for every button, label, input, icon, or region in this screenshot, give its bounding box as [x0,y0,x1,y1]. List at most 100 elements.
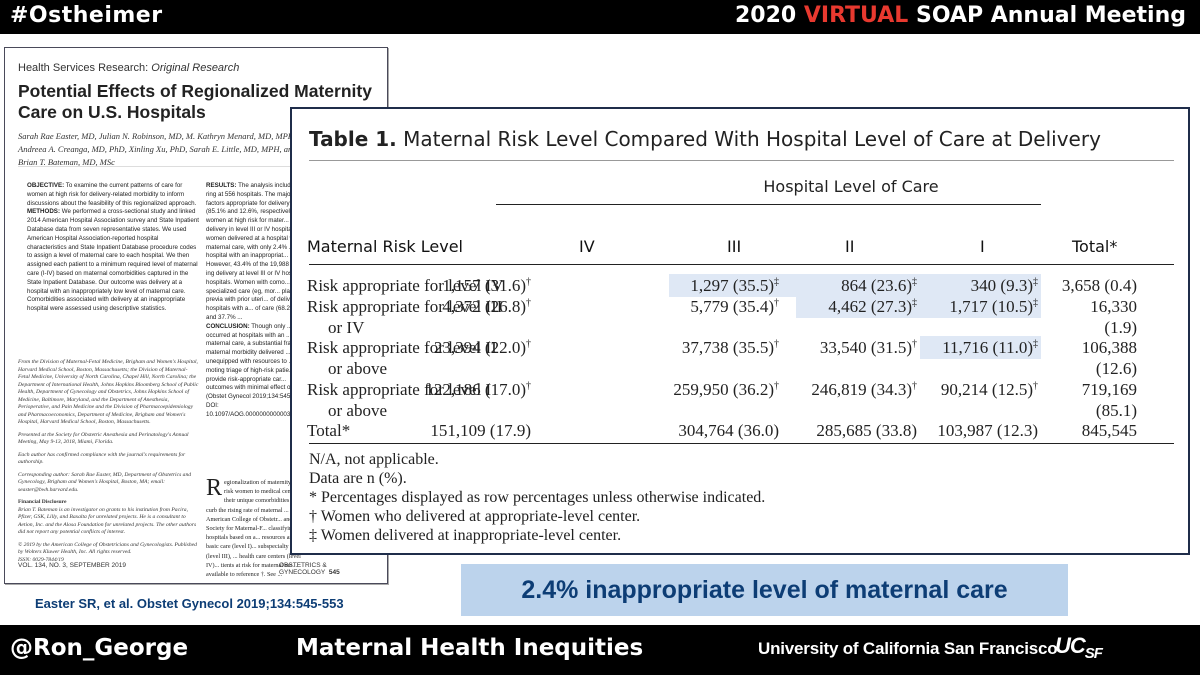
note-appropriate: † Women who delivered at appropriate-lev… [309,508,641,525]
meeting-name: SOAP Annual Meeting [915,3,1186,28]
results-text: The analysis included ... ring at 556 ho… [206,182,306,321]
logo-sub: SF [1084,645,1103,662]
table-cell: 1,157 (31.6)† [442,276,531,295]
row-total-percent: (1.9) [1104,318,1137,337]
citation: Easter SR, et al. Obstet Gynecol 2019;13… [35,596,344,611]
row-label-continued: or IV [328,318,365,337]
row-total-percent: (85.1) [1095,401,1137,420]
university-name: University of California San Francisco [758,639,1058,658]
row-total: 106,388 [1081,338,1137,357]
row-label: Total* [307,421,351,440]
paper-journal-section: Health Services Research: Original Resea… [18,62,239,74]
highlight-row-ii [920,336,1041,359]
objective-text: To examine the current patterns of care … [27,182,197,207]
table-cell: 4,372 (26.8)† [442,297,531,316]
ucsf-logo: UCSF [1055,633,1103,662]
highlight-row-iv [669,274,1041,297]
row-header: Maternal Risk Level [307,237,463,256]
table-cell: 259,950 (36.2)† [673,380,779,399]
row-total: 16,330 [1090,297,1137,316]
slide-title: Maternal Health Inequities [296,635,644,661]
abstract-left-column: OBJECTIVE: To examine the current patter… [27,182,199,314]
table-cell: 340 (9.3)‡ [970,276,1038,295]
paper-page-footer: OBSTETRICS & GYNECOLOGY 545 [279,562,387,576]
row-label-continued: or above [328,401,388,420]
table-panel: Table 1. Maternal Risk Level Compared Wi… [290,107,1190,555]
table-cell: 864 (23.6)‡ [841,276,917,295]
row-label: Risk appropriate for level III [307,297,503,316]
paper-authors: Sarah Rae Easter, MD, Julian N. Robinson… [18,131,297,167]
table-cell: 33,540 (31.5)† [819,338,917,357]
note-percentages: * Percentages displayed as row percentag… [309,489,766,506]
table-cell: 11,716 (11.0)‡ [942,338,1038,357]
header-rule [309,264,1174,265]
paper-divider [18,166,378,167]
row-label: Risk appropriate for level IV [307,276,504,295]
table-cell: 1,717 (10.5)‡ [949,297,1038,316]
note-data: Data are n (%). [309,470,407,487]
table-cell: 103,987 (12.3) [937,421,1038,440]
col-header-iv: IV [579,237,595,256]
page-number: 545 [328,569,340,576]
paper-volume: VOL. 134, NO. 3, SEPTEMBER 2019 [18,562,127,569]
group-header-rule [496,204,1041,205]
fn-copyright: © 2019 by the American College of Obstet… [18,541,197,556]
fn-issn: ISSN: 0029-7844/19 [18,556,64,563]
table-cell: 5,779 (35.4)† [690,297,779,316]
methods-label: METHODS: [27,208,60,216]
paper-title: Potential Effects of Regionalized Matern… [18,81,372,122]
drop-cap: R [206,475,223,501]
table-number: Table 1. [309,127,397,151]
twitter-handle: @Ron_George [10,635,189,661]
logo-main: UC [1055,633,1086,658]
table-cell: 90,214 (12.5)† [940,380,1038,399]
row-total-percent: (12.6) [1095,359,1137,378]
row-total: 719,169 [1081,380,1137,399]
abstract-right-column: RESULTS: The analysis included ... ring … [206,182,306,420]
fn-presented: Presented at the Society for Obstetric A… [18,431,189,446]
col-header-ii: II [845,237,855,256]
col-header-total: Total* [1072,237,1118,256]
meeting-title: 2020 VIRTUAL SOAP Annual Meeting [735,3,1186,28]
conclusion-text: Though only ... occurred at hospitals wi… [206,322,301,392]
journal-section: Original Research [151,62,240,74]
row-label: Risk appropriate for level II [307,338,497,357]
table-cell: 4,462 (27.3)‡ [828,297,917,316]
hashtag: #Ostheimer [10,3,163,28]
table-cell: 1,297 (35.5)‡ [690,276,779,295]
fn-affiliation: From the Division of Maternal-Fetal Medi… [18,359,199,425]
bottom-banner: @Ron_George Maternal Health Inequities U… [0,625,1200,675]
meeting-year: 2020 [734,3,797,28]
table-title: Table 1. Maternal Risk Level Compared Wi… [309,127,1101,151]
fn-compliance: Each author has confirmed compliance wit… [18,451,186,466]
table-cell: 151,109 (17.9) [430,421,531,440]
fn-disclosure-label: Financial Disclosure [18,499,67,505]
paper-footnotes: From the Division of Maternal-Fetal Medi… [18,359,199,569]
table-cell: 285,685 (33.8) [816,421,917,440]
table-cell: 246,819 (34.3)† [811,380,917,399]
col-header-i: I [980,237,985,256]
highlight-row-iii [796,295,1041,318]
table-title-text: Maternal Risk Level Compared With Hospit… [403,127,1101,151]
table-top-rule [309,160,1174,161]
note-na: N/A, not applicable. [309,451,439,468]
col-header-iii: III [727,237,742,256]
table-cell: 122,186 (17.0)† [425,380,531,399]
row-total: 845,545 [1081,421,1137,440]
table-cell: 23,394 (22.0)† [433,338,531,357]
results-label: RESULTS: [206,182,237,189]
group-header: Hospital Level of Care [763,177,939,196]
row-total: 3,658 (0.4) [1061,276,1137,295]
abstract-meta: (Obstet Gynecol 2019;134:545-52) DOI: 10… [206,393,302,418]
table-cell: 304,764 (36.0) [678,421,779,440]
table-cell: 37,738 (35.5)† [681,338,779,357]
row-label-continued: or above [328,359,388,378]
fn-disclosure: Brian T. Bateman is an investigator on g… [18,506,197,536]
methods-text: We performed a cross-sectional study and… [27,208,199,313]
table-notes: N/A, not applicable. Data are n (%). * P… [309,450,765,545]
table-bottom-rule [309,443,1174,444]
row-label: Risk appropriate for level I [307,380,492,399]
conclusion-label: CONCLUSION: [206,322,250,330]
journal-name: OBSTETRICS & GYNECOLOGY [279,562,327,576]
